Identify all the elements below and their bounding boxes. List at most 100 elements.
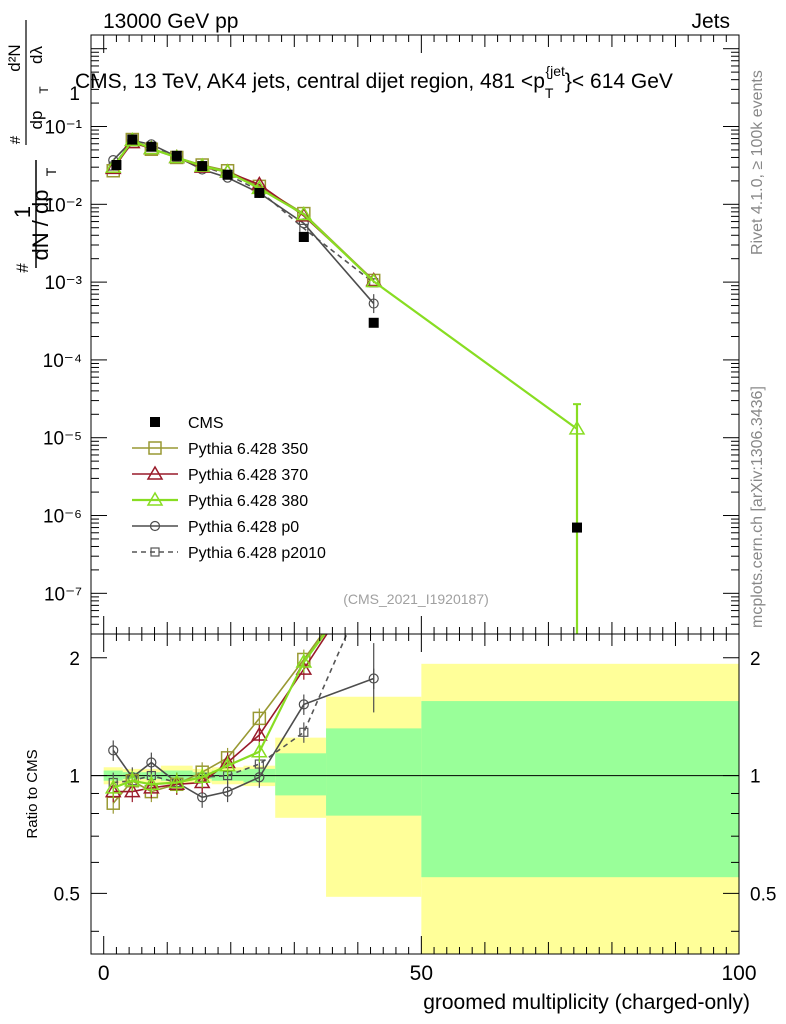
marker-triangle <box>123 772 141 787</box>
watermark: (CMS_2021_I1920187) <box>343 591 489 607</box>
marker-triangle <box>123 783 141 798</box>
header-left: 13000 GeV pp <box>103 10 238 33</box>
marker-triangle <box>295 205 313 221</box>
legend-entry-p0: Pythia 6.428 p0 <box>132 519 299 536</box>
ratio-y-tick-label: 0.5 <box>54 884 80 905</box>
legend-label: Pythia 6.428 370 <box>188 467 308 484</box>
y-tick-label: 10⁻⁵ <box>43 429 82 450</box>
y-tick-label: 10⁻⁴ <box>43 351 82 372</box>
marker-data-point <box>222 169 233 180</box>
ratio-panel: 0 50 100 0.5 0.5 1 1 2 2 Ratio to CMS groomed mu… <box>24 633 776 1014</box>
marker-triangle <box>365 272 383 288</box>
marker-data-point <box>111 160 122 171</box>
ylabel-dn-dpt-sub: T <box>43 167 59 176</box>
marker-circle <box>254 772 265 783</box>
series-p370 <box>104 134 383 287</box>
marker-circle <box>298 699 309 710</box>
legend-label: Pythia 6.428 350 <box>188 441 308 458</box>
legend-label: Pythia 6.428 p0 <box>188 519 299 536</box>
marker-data-point <box>572 522 582 533</box>
x-tick-label: 50 <box>410 962 433 985</box>
marker-data-point <box>146 141 157 152</box>
ratio-axis-ticks: 0 50 100 0.5 0.5 1 1 2 2 <box>54 634 776 985</box>
legend-entry-p350: Pythia 6.428 350 <box>132 441 308 458</box>
ylabel-dpt-sub: T <box>37 86 51 94</box>
marker-triangle <box>251 743 268 758</box>
legend-entry-cms: CMS <box>150 415 224 432</box>
header-right: Jets <box>691 10 730 33</box>
series-line-p380 <box>112 139 578 430</box>
marker-triangle <box>295 653 313 668</box>
legend-label: CMS <box>188 415 224 432</box>
ratio-plot-content <box>91 634 739 954</box>
marker-triangle <box>219 757 236 772</box>
series-p0 <box>108 135 379 314</box>
marker-triangle <box>168 774 186 789</box>
side-label-bottom: mcplots.cern.ch [arXiv:1306.3436] <box>749 386 766 628</box>
marker-small-square <box>299 727 309 737</box>
main-y-label: 1 dN / dp T # d²N dp T dλ # <box>5 20 59 273</box>
marker-triangle <box>146 491 164 506</box>
marker-circle <box>146 757 157 768</box>
marker-circle <box>149 520 161 532</box>
marker-circle <box>222 786 233 797</box>
y-tick-label: 10⁻³ <box>45 273 83 294</box>
marker-data-point <box>127 134 138 145</box>
marker-triangle <box>251 726 268 741</box>
marker-triangle <box>143 775 160 791</box>
ylabel-dn-dpt: dN / dp <box>28 190 53 261</box>
ratio-y-tick-label: 1 <box>69 767 80 788</box>
x-axis-label: groomed multiplicity (charged-only) <box>423 991 750 1014</box>
marker-triangle <box>568 420 586 435</box>
y-tick-top: 1 <box>69 84 80 105</box>
legend-label: Pythia 6.428 380 <box>188 493 308 510</box>
main-panel: 10⁻¹ 10⁻² 10⁻³ 10⁻⁴ 10⁻⁵ 10⁻⁶ 10⁻⁷ CMS, 13 TeV… <box>5 20 740 635</box>
ratio-series-p380 <box>104 634 326 799</box>
x-tick-label: 0 <box>98 962 110 985</box>
uncertainty-band-inner <box>326 728 422 816</box>
marker-data-point <box>254 187 265 198</box>
side-label-top: Rivet 4.1.0, ≥ 100k events <box>749 70 766 255</box>
marker-circle <box>108 745 119 756</box>
ratio-y-tick-label: 2 <box>69 649 80 670</box>
marker-data-point <box>368 317 379 328</box>
main-plot-content <box>104 132 586 634</box>
marker-small-square <box>150 547 160 557</box>
marker-data-point <box>197 161 208 172</box>
marker-triangle <box>104 779 122 794</box>
series-line-p0 <box>112 139 375 305</box>
marker-triangle <box>146 465 164 480</box>
ylabel-one: 1 <box>10 206 35 218</box>
series-p380 <box>104 132 586 634</box>
marker-square <box>252 711 267 726</box>
ylabel-dpt: dp <box>27 111 46 130</box>
uncertainty-band-inner <box>421 701 739 878</box>
main-axis-ticks: 10⁻¹ 10⁻² 10⁻³ 10⁻⁴ 10⁻⁵ 10⁻⁶ 10⁻⁷ <box>43 35 740 635</box>
ratio-panel-frame <box>90 633 740 955</box>
main-title: CMS, 13 TeV, AK4 jets, central dijet reg… <box>75 63 673 101</box>
y-tick-label: 10⁻⁶ <box>43 507 82 528</box>
legend-entry-p2010: Pythia 6.428 p2010 <box>132 545 326 562</box>
series-cms <box>111 134 582 533</box>
ylabel-d2n: d²N <box>5 44 24 71</box>
ratio-y-tick-label-right: 2 <box>750 649 761 670</box>
marker-data-point <box>298 231 309 242</box>
y-tick-label: 10⁻⁷ <box>44 584 82 605</box>
ratio-y-label: Ratio to CMS <box>24 749 41 838</box>
series-line-p2010 <box>112 139 375 284</box>
legend-entry-p370: Pythia 6.428 370 <box>132 465 308 484</box>
ylabel-hash2: # <box>7 135 24 144</box>
uncertainty-band-inner <box>275 753 327 796</box>
series-p2010 <box>108 135 379 288</box>
ylabel-hash1: # <box>13 263 32 273</box>
x-tick-label: 100 <box>721 962 756 985</box>
marker-data-point <box>171 150 182 161</box>
y-tick-label: 10⁻¹ <box>45 118 83 139</box>
y-tick-label: 10⁻² <box>45 195 83 216</box>
marker-triangle <box>193 768 211 784</box>
legend-entry-p380: Pythia 6.428 380 <box>132 491 308 510</box>
ratio-y-tick-label-right: 0.5 <box>750 884 776 905</box>
marker-square <box>148 441 162 455</box>
marker-circle <box>368 298 379 309</box>
